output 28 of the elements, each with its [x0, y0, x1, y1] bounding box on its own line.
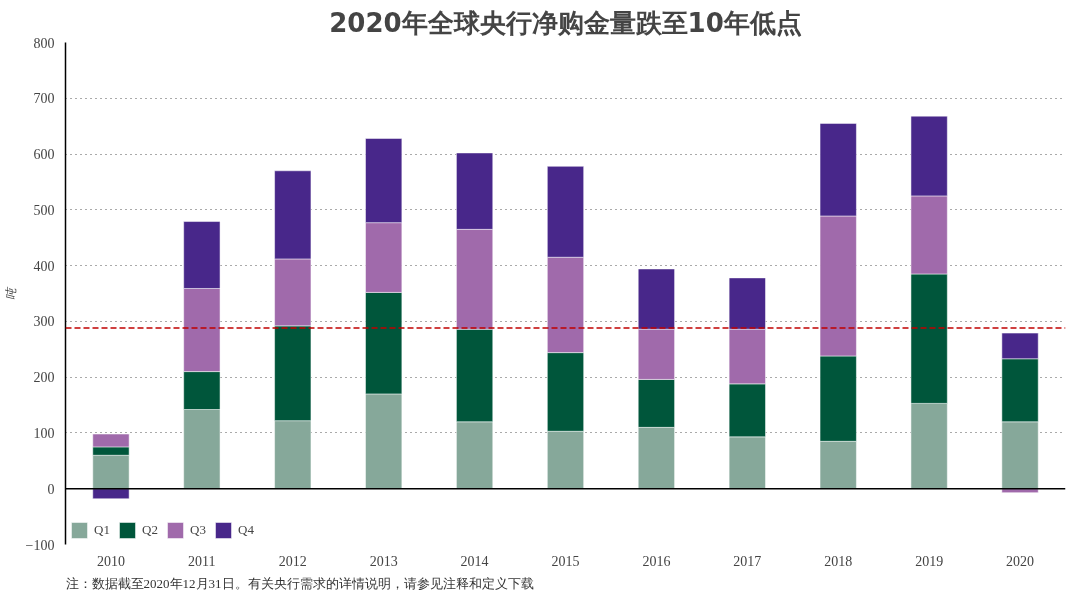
y-tick-label: 200 — [33, 370, 55, 386]
x-tick-label: 2015 — [551, 553, 580, 569]
chart-title: 2020年全球央行净购金量跌至10年低点 — [329, 7, 802, 38]
x-tick-label: 2019 — [915, 553, 944, 569]
x-tick-label: 2010 — [96, 553, 125, 569]
x-tick-label: 2017 — [733, 553, 762, 569]
x-tick-label: 2012 — [278, 553, 307, 569]
y-tick-label: 0 — [47, 481, 55, 497]
x-tick-label: 2011 — [188, 553, 216, 569]
y-tick-label: 700 — [33, 91, 55, 107]
legend-label: Q4 — [238, 522, 255, 538]
x-tick-label: 2014 — [460, 553, 489, 569]
legend-label: Q3 — [190, 522, 207, 538]
y-tick-label: 800 — [33, 35, 55, 51]
y-tick-label: 100 — [33, 425, 55, 441]
x-tick-label: 2018 — [824, 553, 853, 569]
x-tick-label: 2013 — [369, 553, 398, 569]
y-axis-title: 吨 — [3, 285, 18, 300]
y-tick-label: 500 — [33, 202, 55, 218]
legend-label: Q1 — [94, 522, 111, 538]
y-tick-label: 600 — [33, 147, 55, 163]
x-tick-label: 2020 — [1006, 553, 1035, 569]
text: 注：数据截至2020年12月31日。有关央行需求的详情说明，请参见注释和定义下载 — [65, 575, 534, 591]
y-tick-label: −100 — [25, 537, 55, 553]
y-tick-label: 400 — [33, 258, 55, 274]
legend-label: Q2 — [142, 522, 159, 538]
y-tick-label: 300 — [33, 314, 55, 330]
x-tick-label: 2016 — [642, 553, 671, 569]
